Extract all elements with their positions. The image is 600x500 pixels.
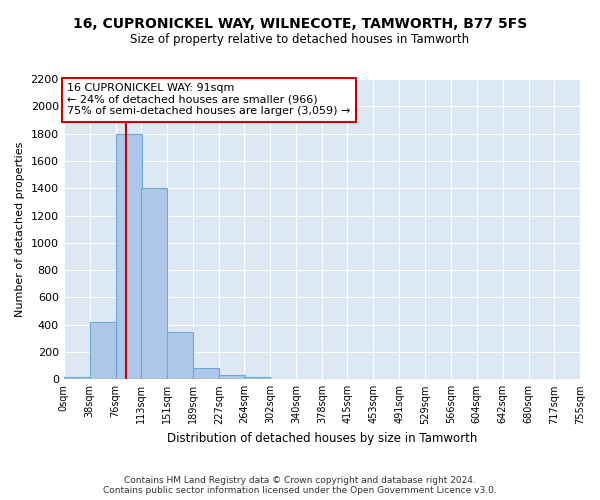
Bar	[167, 332, 193, 380]
Y-axis label: Number of detached properties: Number of detached properties	[15, 142, 25, 317]
Text: Contains HM Land Registry data © Crown copyright and database right 2024.
Contai: Contains HM Land Registry data © Crown c…	[103, 476, 497, 495]
Bar	[89, 322, 116, 380]
Bar	[64, 378, 89, 380]
Text: Size of property relative to detached houses in Tamworth: Size of property relative to detached ho…	[130, 32, 470, 46]
Bar	[244, 376, 270, 380]
Text: 16, CUPRONICKEL WAY, WILNECOTE, TAMWORTH, B77 5FS: 16, CUPRONICKEL WAY, WILNECOTE, TAMWORTH…	[73, 18, 527, 32]
Bar	[219, 375, 245, 380]
X-axis label: Distribution of detached houses by size in Tamworth: Distribution of detached houses by size …	[167, 432, 477, 445]
Bar	[193, 368, 219, 380]
Bar	[116, 134, 142, 380]
Bar	[141, 188, 167, 380]
Text: 16 CUPRONICKEL WAY: 91sqm
← 24% of detached houses are smaller (966)
75% of semi: 16 CUPRONICKEL WAY: 91sqm ← 24% of detac…	[67, 83, 350, 116]
